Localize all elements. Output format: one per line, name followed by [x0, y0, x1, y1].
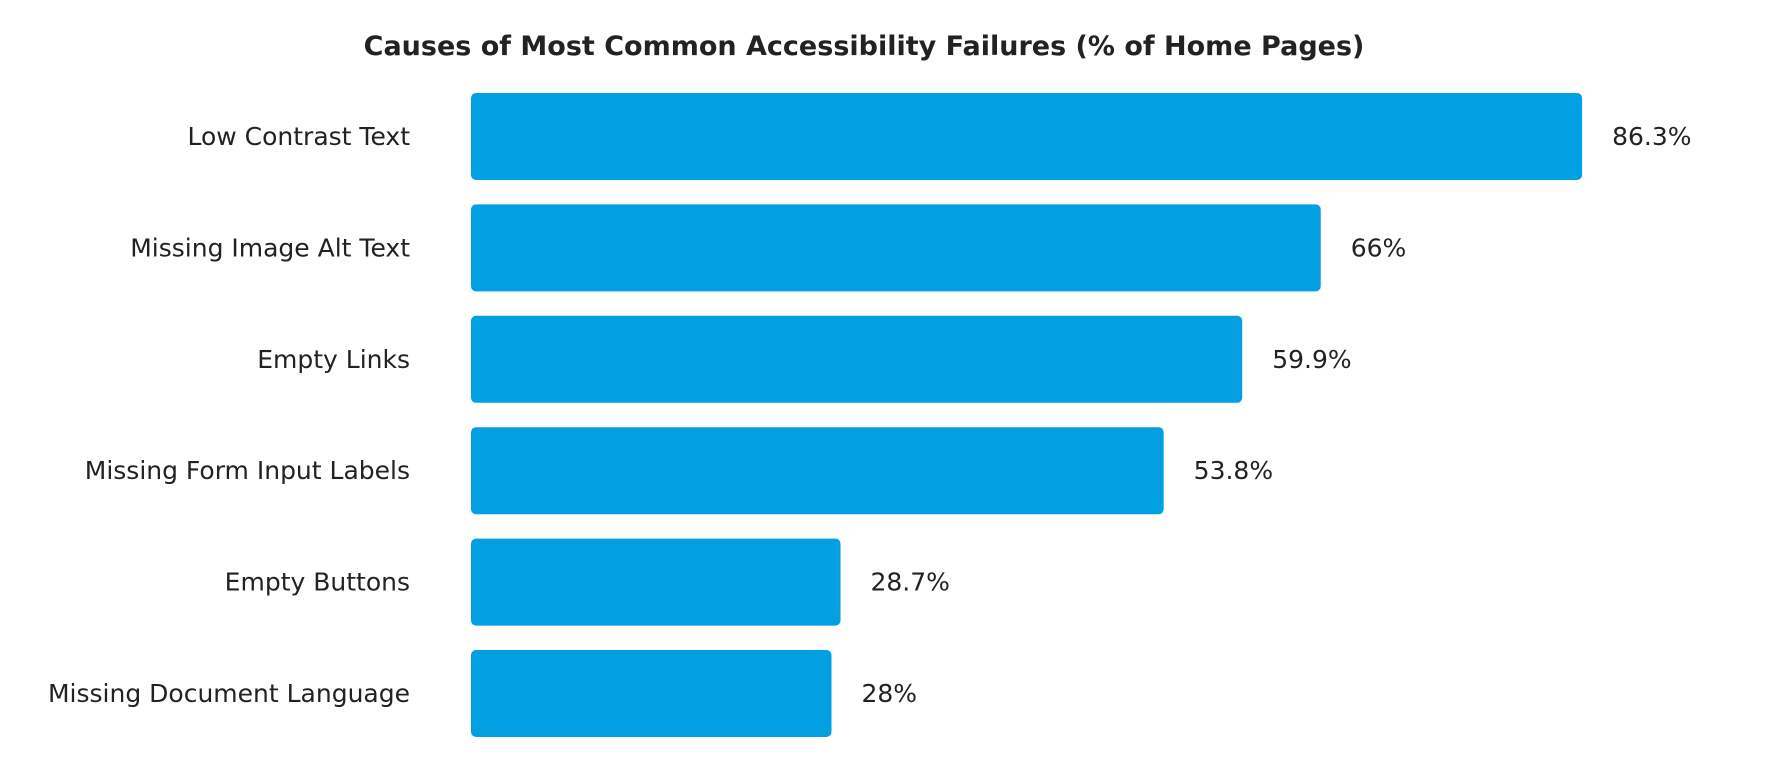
bars-group	[471, 93, 1583, 737]
value-label: 86.3%	[1612, 122, 1691, 151]
value-label: 53.8%	[1194, 456, 1273, 485]
bar	[471, 650, 832, 737]
value-label: 66%	[1351, 233, 1407, 262]
category-label: Missing Image Alt Text	[130, 233, 410, 262]
bar	[471, 93, 1583, 180]
bar	[471, 427, 1164, 515]
bar	[471, 204, 1321, 292]
value-label: 28%	[862, 679, 918, 708]
category-label: Low Contrast Text	[187, 122, 410, 151]
bar	[471, 315, 1243, 403]
chart-title: Causes of Most Common Accessibility Fail…	[364, 31, 1365, 62]
category-label: Empty Links	[257, 345, 410, 374]
value-label: 28.7%	[871, 568, 950, 597]
category-labels-group: Low Contrast Text Missing Image Alt Text E…	[48, 122, 410, 708]
value-labels-group: 86.3% 66% 59.9% 53.8% 28.7% 28%	[862, 122, 1692, 708]
bar	[471, 538, 841, 626]
value-label: 59.9%	[1272, 345, 1351, 374]
category-label: Empty Buttons	[225, 568, 410, 597]
category-label: Missing Document Language	[48, 679, 410, 708]
category-label: Missing Form Input Labels	[85, 456, 410, 485]
